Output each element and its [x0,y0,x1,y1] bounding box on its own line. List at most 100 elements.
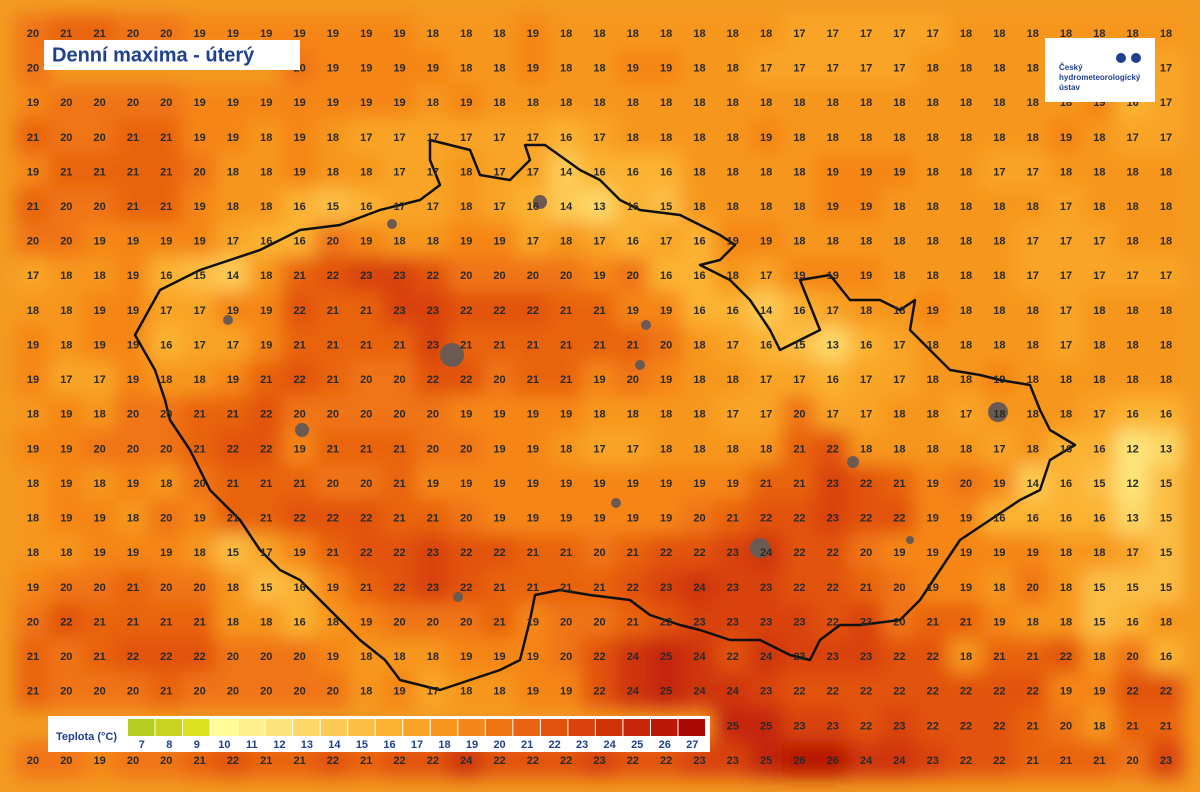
temperature-cell [615,603,651,640]
temperature-value: 18 [460,28,472,40]
temperature-value: 21 [527,339,539,351]
temperature-cell [1081,464,1118,502]
temperature-cell [681,672,718,710]
temperature-value: 19 [827,201,839,213]
temperature-cell [448,603,484,640]
temperature-value: 19 [160,547,172,559]
temperature-value: 15 [227,547,239,559]
temperature-value: 21 [94,616,106,628]
legend-value: 26 [659,739,671,751]
temperature-value: 13 [827,339,839,351]
temperature-value: 19 [460,409,472,421]
temperature-cell [648,118,684,156]
temperature-cell [15,257,51,294]
temperature-cell [281,360,318,398]
temperature-value: 21 [293,270,305,282]
temperature-value: 24 [693,582,706,594]
temperature-cell [948,533,984,571]
legend-swatch [293,719,320,736]
temperature-value: 21 [593,582,605,594]
temperature-value: 22 [727,651,739,663]
temperature-value: 22 [427,374,439,386]
temperature-value: 23 [693,755,705,767]
temperature-value: 19 [827,166,839,178]
temperature-value: 20 [360,478,372,490]
temperature-cell [648,637,684,675]
temperature-value: 17 [1060,305,1072,317]
temperature-cell [615,14,651,52]
temperature-value: 18 [360,686,372,698]
temperature-cell [815,222,851,260]
temperature-value: 18 [760,201,772,213]
temperature-value: 22 [527,755,539,767]
city [295,423,309,437]
temperature-value: 15 [1093,582,1105,594]
temperature-cell [481,118,518,156]
legend-value: 20 [493,739,505,751]
city [453,592,463,602]
temperature-cell [1048,603,1084,640]
temperature-value: 18 [1093,720,1105,732]
temperature-value: 18 [1027,616,1039,628]
temperature-cell [781,49,818,86]
temperature-cell [248,83,284,121]
temperature-value: 15 [1160,478,1172,490]
temperature-cell [1115,741,1151,779]
temperature-cell [15,499,51,536]
temperature-value: 22 [260,443,272,455]
temperature-cell [915,464,951,502]
temperature-cell [181,118,218,156]
temperature-value: 23 [360,270,372,282]
temperature-value: 22 [1160,686,1172,698]
temperature-value: 18 [1027,339,1039,351]
temperature-value: 18 [993,582,1005,594]
temperature-cell [548,187,584,225]
temperature-cell [581,326,618,363]
temperature-cell [548,395,584,433]
temperature-cell [981,637,1018,675]
temperature-cell [581,360,618,398]
temperature-value: 21 [160,686,172,698]
temperature-cell [848,83,884,121]
temperature-value: 15 [260,582,272,594]
temperature-value: 21 [360,582,372,594]
temperature-value: 23 [727,547,739,559]
temperature-value: 25 [760,755,772,767]
temperature-cell [1048,291,1084,329]
temperature-cell [1081,118,1118,156]
temperature-value: 19 [827,270,839,282]
temperature-value: 19 [360,97,372,109]
legend-swatch [678,719,705,736]
temperature-cell [848,360,884,398]
temperature-cell [1081,153,1118,190]
temperature-cell [481,430,518,467]
temperature-cell [915,326,951,363]
temperature-value: 17 [427,201,439,213]
temperature-value: 17 [427,166,439,178]
temperature-value: 18 [927,132,939,144]
temperature-value: 17 [760,270,772,282]
temperature-cell [481,326,518,363]
temperature-cell [515,499,551,536]
temperature-value: 18 [960,443,972,455]
temperature-value: 23 [693,616,705,628]
temperature-value: 21 [360,305,372,317]
temperature-value: 19 [227,28,239,40]
temperature-cell [1048,430,1084,467]
temperature-cell [915,395,951,433]
temperature-value: 18 [27,409,39,421]
temperature-cell [248,464,284,502]
temperature-value: 18 [1093,132,1105,144]
temperature-value: 17 [460,132,472,144]
temperature-value: 23 [427,339,439,351]
temperature-value: 17 [1127,132,1139,144]
temperature-value: 19 [127,547,139,559]
temperature-value: 19 [393,28,405,40]
temperature-cell [1015,257,1051,294]
temperature-value: 16 [627,201,639,213]
temperature-cell [548,568,584,606]
temperature-value: 21 [1027,651,1039,663]
temperature-value: 22 [293,374,305,386]
temperature-cell [881,153,918,190]
temperature-cell [1081,360,1118,398]
